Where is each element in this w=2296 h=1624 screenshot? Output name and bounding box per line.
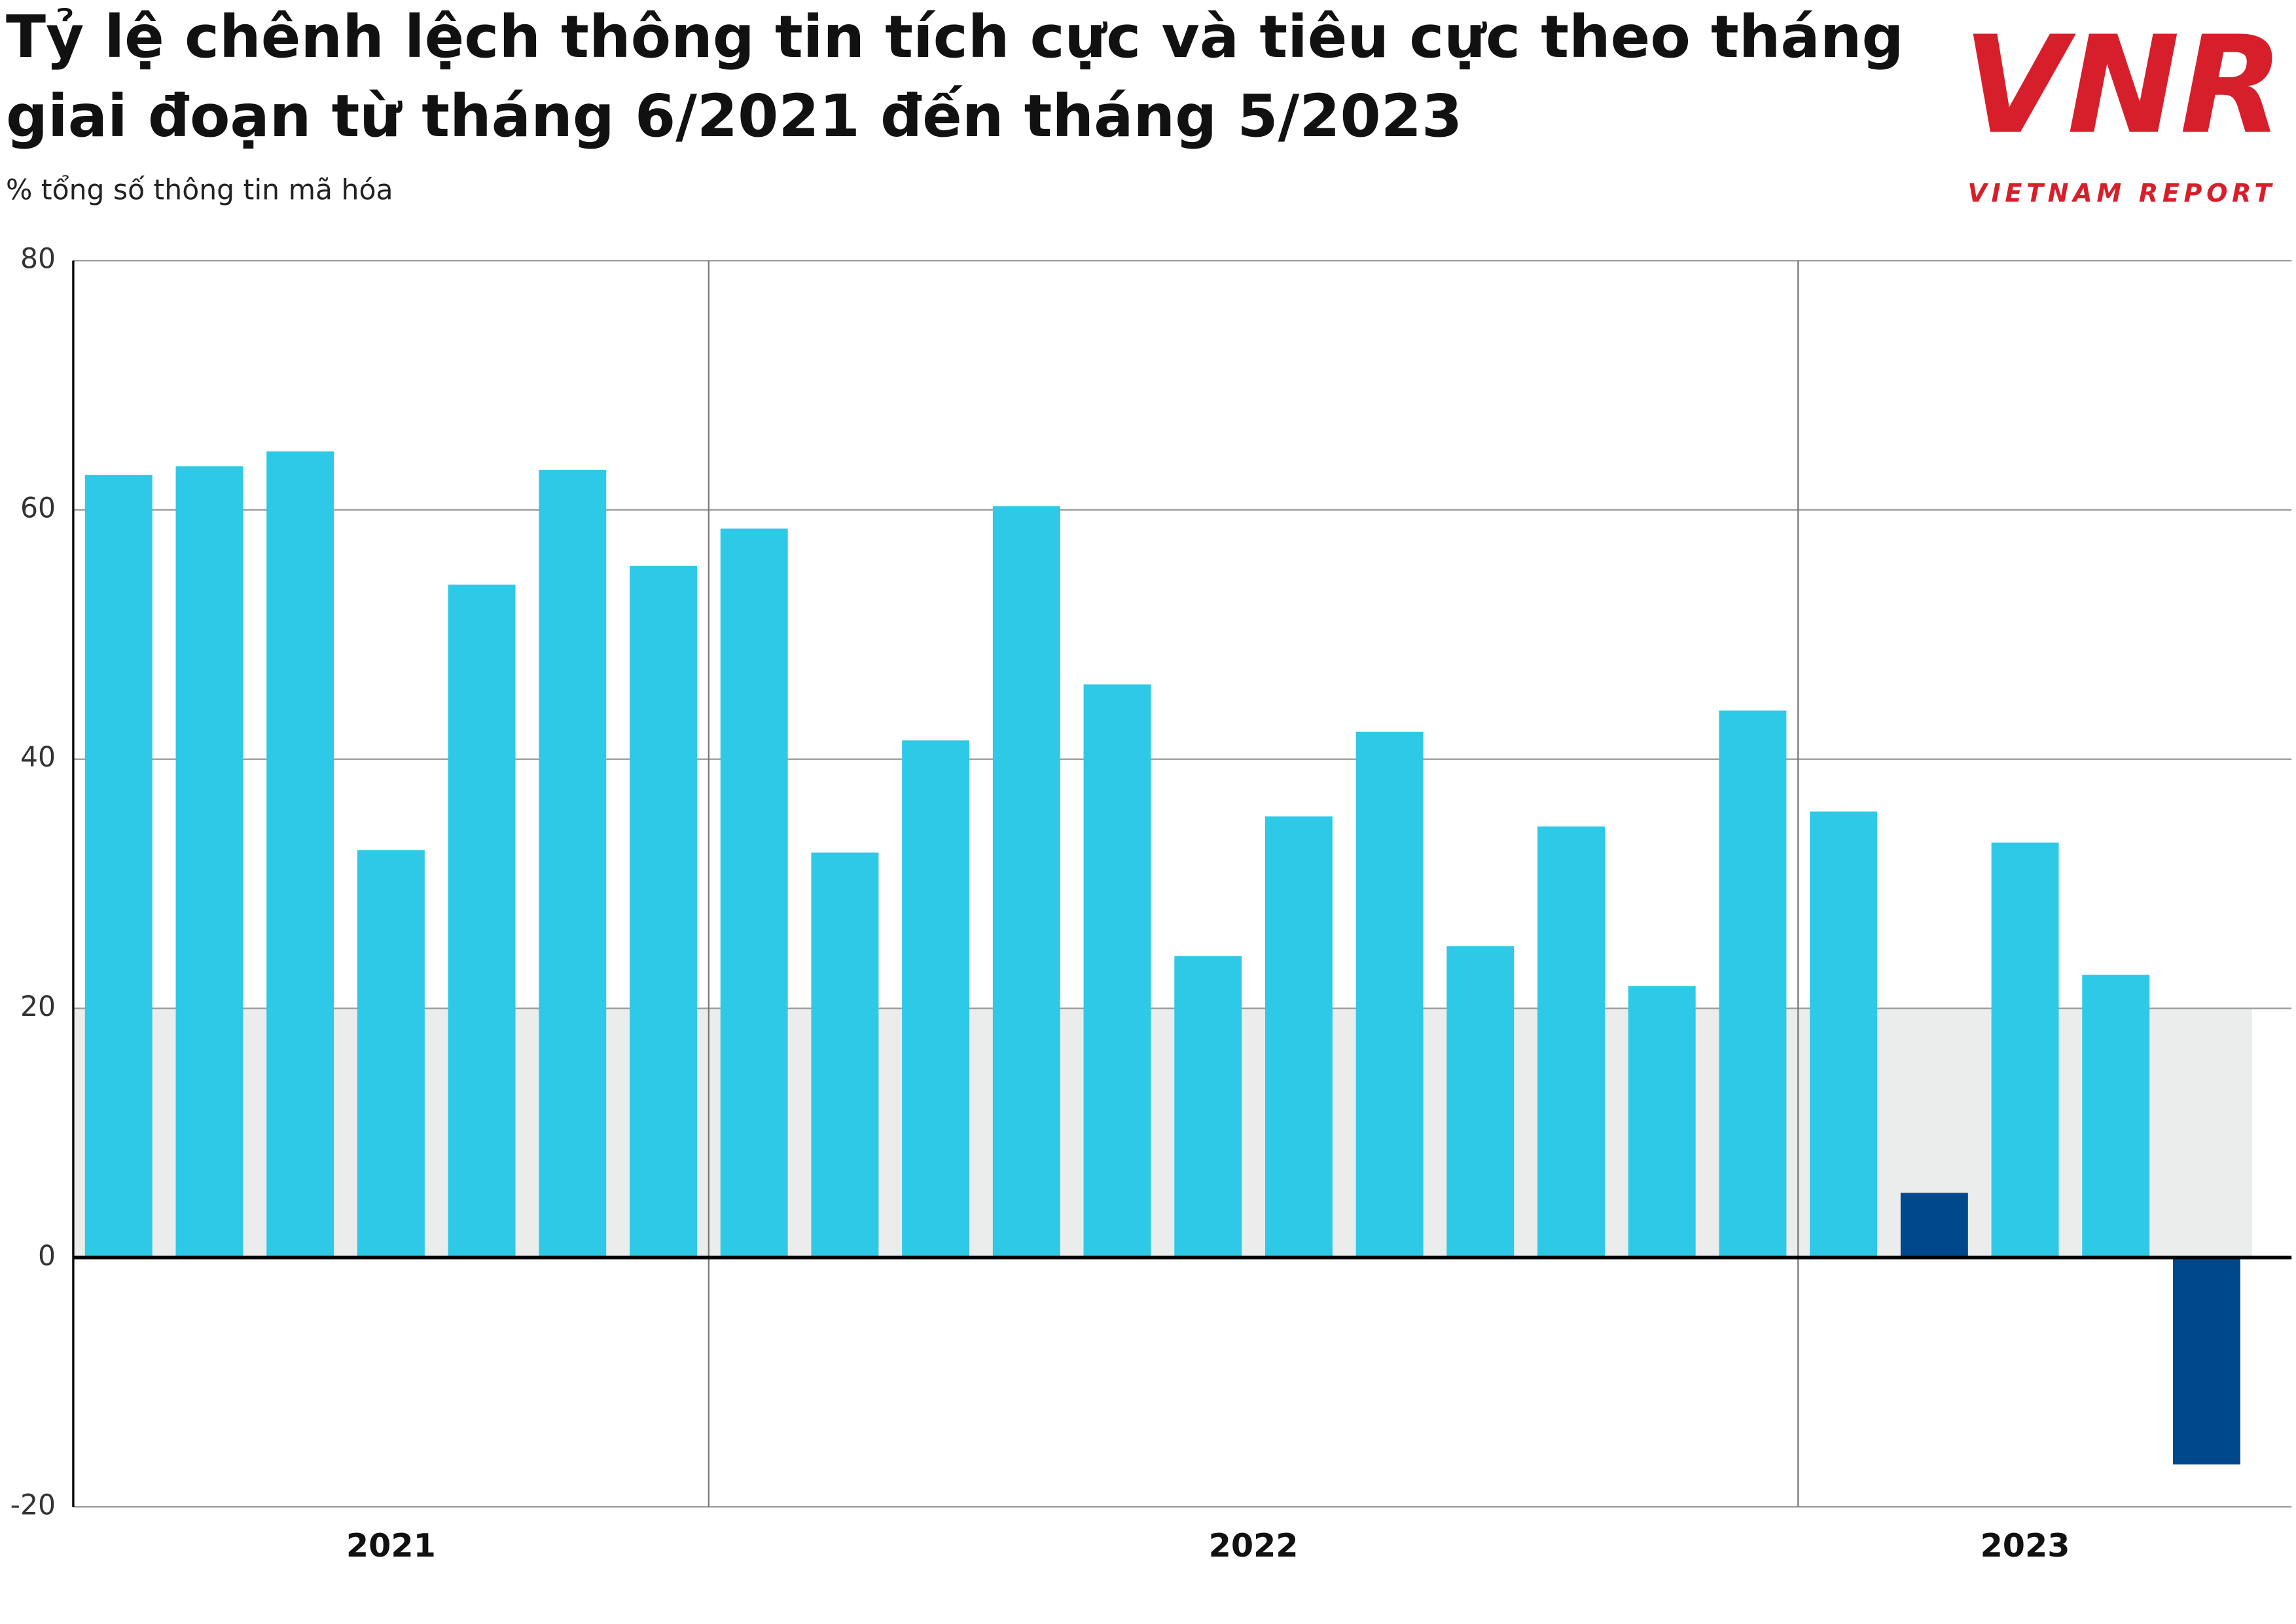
y-tick-label: -20 [10,1490,56,1522]
bar [539,470,607,1258]
x-group-label: 2021 [346,1526,436,1564]
chart-title: Tỷ lệ chênh lệch thông tin tích cực và t… [6,3,1904,71]
chart-subtitle: % tổng số thông tin mã hóa [6,175,393,207]
bar [902,740,970,1258]
bar [1174,956,1242,1258]
y-tick-label: 0 [38,1240,56,1272]
bar [720,528,788,1258]
bar [1355,731,1424,1258]
bar [175,466,243,1258]
bar [1083,684,1151,1258]
x-group-label: 2023 [1981,1526,2070,1564]
bar [992,506,1060,1258]
logo-mark: VNR [1963,7,2284,164]
bar [84,475,152,1258]
bar [630,566,697,1258]
bar [1446,946,1515,1258]
bar [1628,986,1696,1258]
y-tick-label: 60 [20,492,56,524]
bar [448,585,516,1258]
bar [811,852,879,1258]
bar [1537,826,1605,1258]
y-tick-label: 20 [20,991,56,1023]
bar [2082,975,2150,1258]
bar [266,451,334,1258]
logo-text: VIETNAM REPORT [1967,179,2276,208]
chart-title: giai đoạn từ tháng 6/2021 đến tháng 5/20… [6,82,1462,151]
y-tick-label: 40 [20,742,56,774]
bar [1719,710,1787,1258]
y-tick-label: 80 [20,244,56,276]
bar [1265,816,1333,1258]
bar [1991,842,2059,1258]
bar [1810,811,1878,1258]
reference-band [73,1008,2252,1258]
bar [357,850,425,1258]
bar [1900,1193,1968,1258]
x-group-label: 2022 [1209,1526,1299,1564]
bar [2173,1257,2240,1465]
